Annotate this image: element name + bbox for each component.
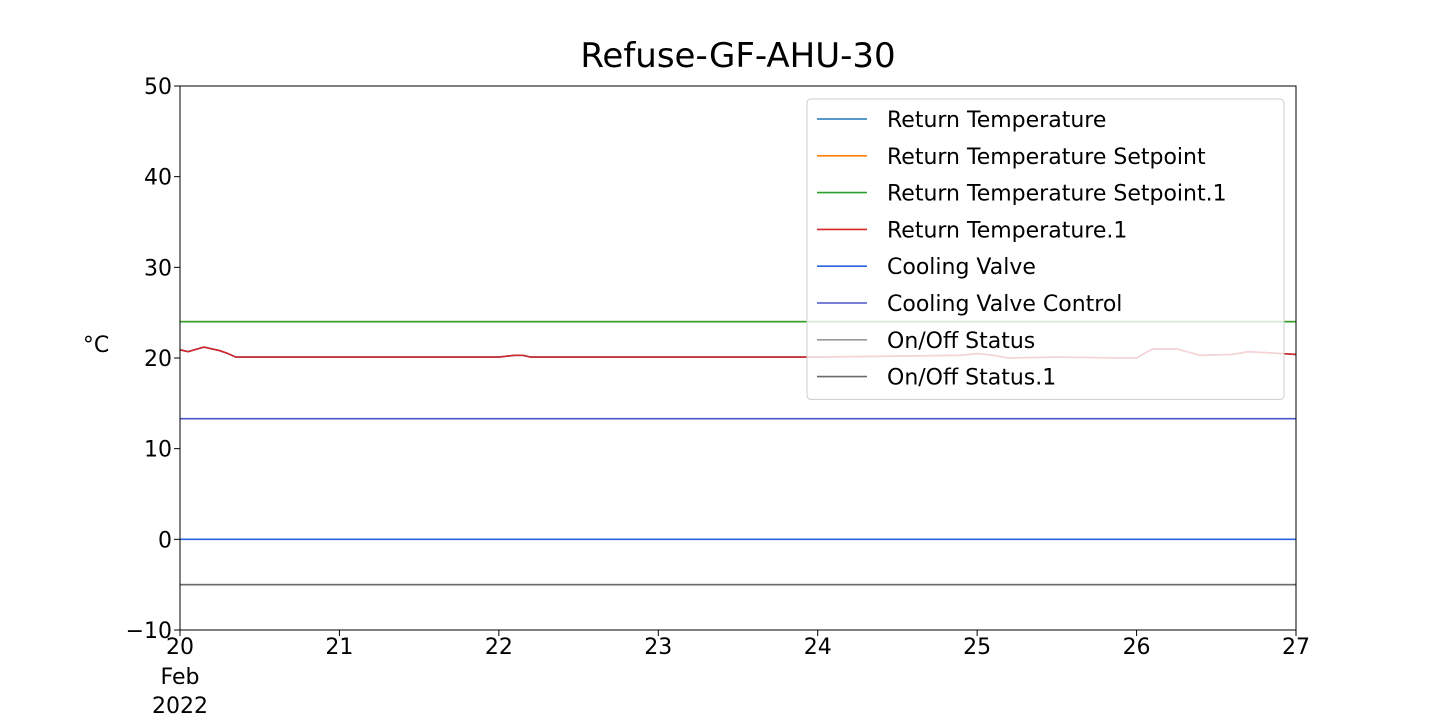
legend-label: Return Temperature Setpoint xyxy=(887,145,1206,170)
y-tick-label: 40 xyxy=(144,166,172,191)
legend-label: Cooling Valve Control xyxy=(887,292,1122,317)
legend-label: On/Off Status xyxy=(887,329,1035,354)
y-tick-label: 30 xyxy=(144,256,172,281)
x-tick-label: 21 xyxy=(325,635,353,660)
legend: Return Temperature Return Temperature Set… xyxy=(806,98,1285,400)
legend-box xyxy=(806,98,1285,400)
y-tick-label: 0 xyxy=(158,528,172,553)
x-tick-sublabel: Feb xyxy=(161,665,200,690)
x-axis: 20 21 22 23 24 25 26 27 Feb 2022 xyxy=(152,630,1310,719)
legend-label: Return Temperature Setpoint.1 xyxy=(887,182,1227,207)
plot-series xyxy=(179,320,1297,586)
x-tick-label: 25 xyxy=(963,635,991,660)
x-tick-label: 26 xyxy=(1123,635,1151,660)
legend-label: On/Off Status.1 xyxy=(887,366,1056,391)
x-tick-label: 27 xyxy=(1282,635,1310,660)
legend-label: Cooling Valve xyxy=(887,255,1036,280)
y-axis: −10 0 10 20 30 40 50 xyxy=(126,75,180,644)
y-tick-label: 10 xyxy=(144,438,172,463)
x-tick-label: 23 xyxy=(644,635,672,660)
y-tick-label: 50 xyxy=(144,75,172,100)
legend-label: Return Temperature xyxy=(887,108,1106,133)
x-tick-label: 22 xyxy=(485,635,513,660)
x-tick-sublabel: 2022 xyxy=(152,694,208,719)
y-tick-label: −10 xyxy=(126,619,172,644)
y-tick-label: 20 xyxy=(144,347,172,372)
x-tick-label: 24 xyxy=(804,635,832,660)
chart-title: Refuse-GF-AHU-30 xyxy=(580,36,895,76)
x-tick-label: 20 xyxy=(166,635,194,660)
legend-label: Return Temperature.1 xyxy=(887,218,1127,243)
y-axis-label: °C xyxy=(83,333,109,358)
